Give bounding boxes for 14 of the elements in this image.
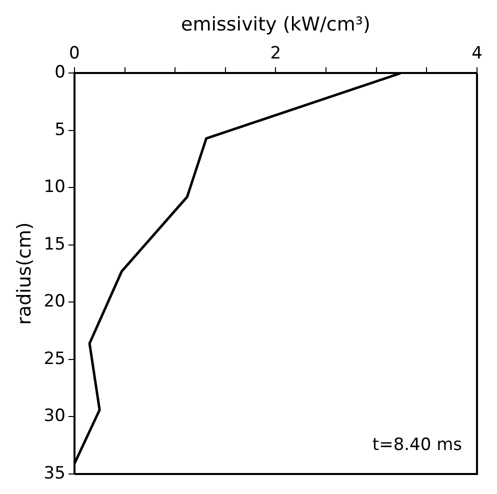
x-tick-label: 2: [270, 43, 282, 64]
y-tick-label: 10: [44, 177, 66, 198]
y-axis-title: radius(cm): [13, 222, 36, 325]
x-tick-label: 0: [69, 43, 80, 64]
y-tick-label: 25: [44, 348, 66, 369]
y-tick-label: 0: [54, 62, 66, 83]
x-axis-title: emissivity (kW/cm³): [181, 13, 370, 36]
y-tick-label: 30: [44, 406, 66, 426]
annotation: t=8.40 ms: [372, 434, 462, 455]
y-tick-label: 35: [44, 463, 66, 484]
y-tick-label: 15: [44, 234, 66, 254]
x-tick-label: 4: [472, 43, 482, 64]
y-tick-label: 5: [54, 120, 66, 140]
y-tick-label: 20: [44, 292, 66, 312]
